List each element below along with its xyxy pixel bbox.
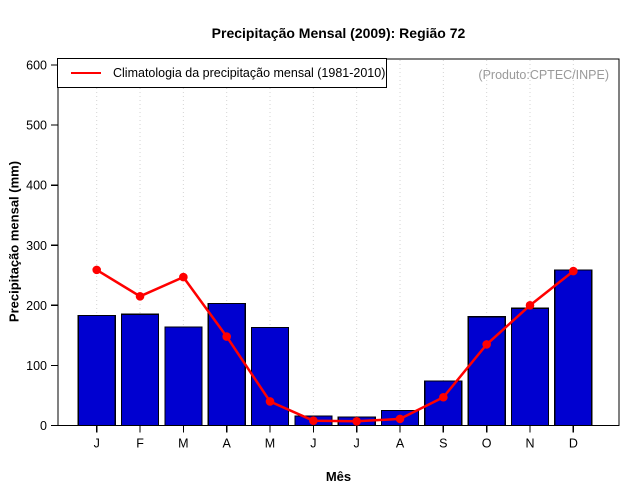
x-tick-label: A	[223, 437, 232, 451]
bar-D-12	[554, 269, 593, 427]
climatology-line	[95, 268, 575, 423]
y-axis-title: Precipitação mensal (mm)	[6, 160, 22, 323]
x-tick-label: O	[482, 437, 492, 451]
product-credit-annotation: (Produto:CPTEC/INPE)	[478, 68, 609, 82]
bar-F-2	[120, 313, 160, 427]
x-tick-label: J	[310, 437, 316, 451]
climatology-point-9	[439, 392, 448, 402]
x-tick-label: M	[178, 437, 188, 451]
x-tick-label: J	[94, 437, 100, 451]
climatology-point-11	[525, 301, 535, 310]
x-tick-label: N	[525, 437, 534, 451]
bar-J-1	[77, 314, 116, 427]
climatology-point-4	[222, 332, 231, 341]
chart-title: Precipitação Mensal (2009): Região 72	[211, 25, 466, 41]
x-tick-label: J	[354, 437, 360, 451]
y-tick-label: 200	[26, 299, 47, 313]
climatology-point-10	[482, 340, 491, 349]
bar-N-11	[510, 307, 550, 427]
x-tick-label: D	[569, 437, 578, 451]
y-tick-label: 400	[26, 179, 47, 193]
bar-M-5	[250, 326, 290, 427]
climatology-point-12	[569, 266, 578, 276]
legend-label: Climatologia da precipitação mensal (198…	[113, 66, 386, 80]
climatology-point-3	[179, 272, 188, 282]
y-tick-label: 600	[26, 59, 47, 73]
climatology-point-5	[265, 397, 275, 406]
y-tick-label: 300	[26, 239, 47, 253]
x-axis-title: Mês	[325, 469, 352, 484]
y-tick-label: 100	[26, 359, 47, 373]
climatology-point-7	[352, 416, 361, 426]
x-tick-label: F	[136, 437, 144, 451]
bar-A-4	[207, 302, 246, 427]
bar-M-3	[164, 326, 203, 427]
climatology-point-1	[92, 265, 101, 275]
x-tick-label: M	[265, 437, 275, 451]
x-tick-label: A	[396, 437, 405, 451]
y-tick-label: 500	[26, 119, 47, 133]
climatology-point-8	[395, 414, 405, 424]
legend: Climatologia da precipitação mensal (198…	[57, 58, 387, 88]
climatology-point-2	[135, 292, 145, 301]
x-tick-label: S	[439, 437, 447, 451]
y-tick-label: 0	[40, 419, 47, 433]
climatology-point-6	[309, 416, 318, 425]
legend-line-swatch	[71, 72, 101, 74]
